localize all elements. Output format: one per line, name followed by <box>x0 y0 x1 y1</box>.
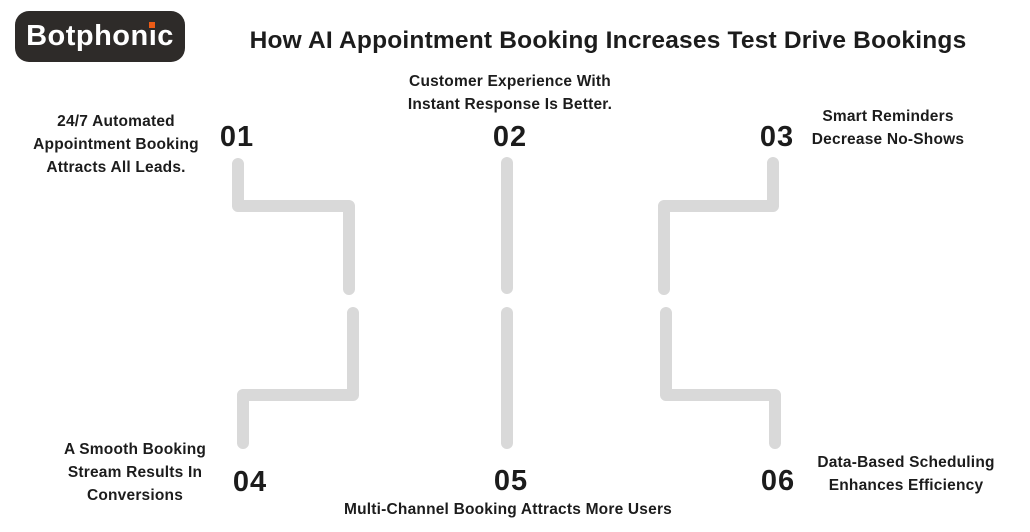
step-label-line: Conversions <box>86 487 184 504</box>
step-02-label: Customer Experience With Instant Respons… <box>408 70 612 116</box>
step-03-number: 03 <box>759 121 795 153</box>
step-01-label: 24/7 Automated Appointment Booking Attra… <box>33 110 199 179</box>
step-label-line: Instant Response Is Better. <box>407 96 613 113</box>
step-label-line: Customer Experience With <box>409 73 611 90</box>
step-label-line: Smart Reminders <box>822 108 954 125</box>
logo-i-dot-accent <box>148 22 155 28</box>
page-title: How AI Appointment Booking Increases Tes… <box>249 27 967 54</box>
logo-text-part: Botphon <box>26 20 149 52</box>
connector-right-bottom <box>660 307 781 449</box>
step-04-label: A Smooth Booking Stream Results In Conve… <box>64 438 206 507</box>
step-label-line: Decrease No-Shows <box>811 131 965 148</box>
step-label-line: 24/7 Automated <box>57 113 175 130</box>
step-01-number: 01 <box>219 121 255 153</box>
step-label-line: Appointment Booking <box>33 136 199 153</box>
step-03-label: Smart Reminders Decrease No-Shows <box>812 105 964 151</box>
step-label-line: Data-Based Scheduling <box>817 454 995 471</box>
connector-left-top <box>232 158 355 295</box>
connector-left-bottom <box>237 307 359 449</box>
logo-letter-i: ı <box>148 20 158 52</box>
botphonic-logo: Botphon ıc <box>15 11 185 62</box>
logo-i-stem: ı <box>148 20 158 52</box>
step-label-line: A Smooth Booking <box>63 441 207 458</box>
step-02-number: 02 <box>492 121 528 153</box>
step-05-number: 05 <box>493 465 529 497</box>
step-05-label: Multi-Channel Booking Attracts More User… <box>344 498 672 521</box>
logo-text-part: c <box>157 20 174 52</box>
step-label-line: Multi-Channel Booking Attracts More User… <box>344 501 672 518</box>
step-06-label: Data-Based Scheduling Enhances Efficienc… <box>817 451 994 497</box>
connector-right-top <box>658 157 779 295</box>
step-label-line: Stream Results In <box>67 464 203 481</box>
step-label-line: Enhances Efficiency <box>828 477 984 494</box>
step-06-number: 06 <box>760 465 796 497</box>
logo-text: Botphon ıc <box>26 22 174 51</box>
step-label-line: Attracts All Leads. <box>46 159 186 176</box>
step-04-number: 04 <box>232 466 268 498</box>
